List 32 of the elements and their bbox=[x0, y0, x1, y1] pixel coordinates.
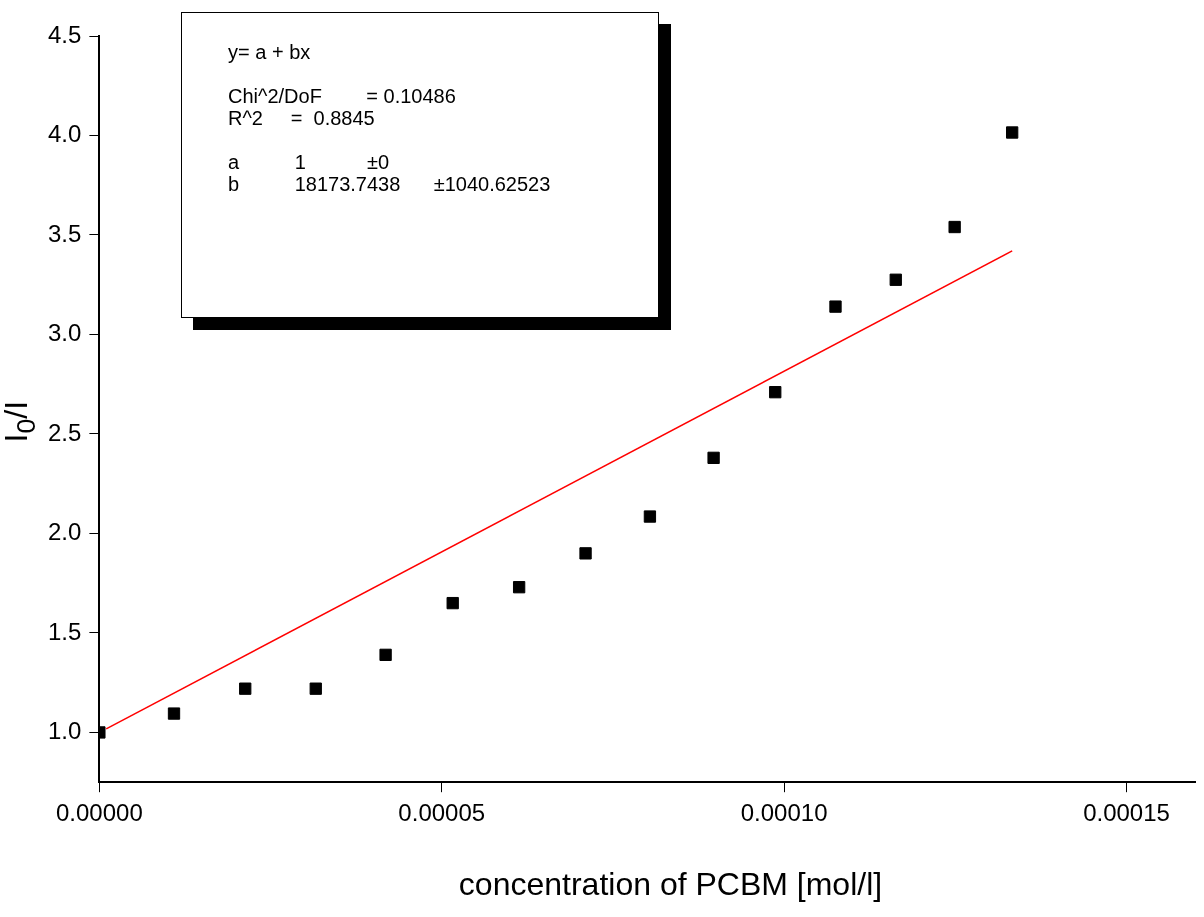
y-tick-label: 2.0 bbox=[47, 518, 82, 546]
y-tick-label: 1.5 bbox=[47, 617, 82, 645]
point bbox=[379, 648, 392, 662]
point bbox=[579, 547, 592, 560]
point bbox=[829, 300, 842, 313]
y-tick-label: 4.5 bbox=[47, 20, 82, 48]
point bbox=[1006, 126, 1019, 139]
point bbox=[948, 220, 961, 234]
point bbox=[239, 682, 252, 695]
point bbox=[889, 273, 902, 286]
y-tick-label: 3.0 bbox=[47, 319, 82, 347]
x-tick-label: 0.00005 bbox=[398, 799, 486, 827]
point bbox=[769, 386, 782, 399]
point bbox=[512, 581, 526, 594]
y-tick-label: 4.0 bbox=[47, 120, 82, 148]
annotation: Chi^2/DoF = 0.10486 bbox=[227, 85, 457, 107]
annotation: a 1 ±0 bbox=[227, 151, 391, 173]
y-tick-label: 1.0 bbox=[47, 717, 82, 745]
point bbox=[643, 510, 657, 523]
point bbox=[707, 451, 720, 465]
point bbox=[167, 707, 181, 720]
x-axis-title: concentration of PCBM [mol/l] bbox=[457, 866, 884, 903]
y-tick-label: 3.5 bbox=[47, 219, 82, 247]
point bbox=[309, 682, 322, 695]
point bbox=[446, 596, 459, 610]
x-tick-label: 0.00015 bbox=[1083, 799, 1170, 827]
x-tick-label: 0.00000 bbox=[55, 799, 143, 827]
y-tick-label: 2.5 bbox=[47, 418, 82, 446]
annotation: R^2 = 0.8845 bbox=[227, 107, 376, 129]
x-tick-label: 0.00010 bbox=[740, 799, 828, 827]
annotation: b 18173.7438 ±1040.62523 bbox=[227, 173, 552, 195]
annotation: y= a + bx bbox=[227, 41, 312, 63]
